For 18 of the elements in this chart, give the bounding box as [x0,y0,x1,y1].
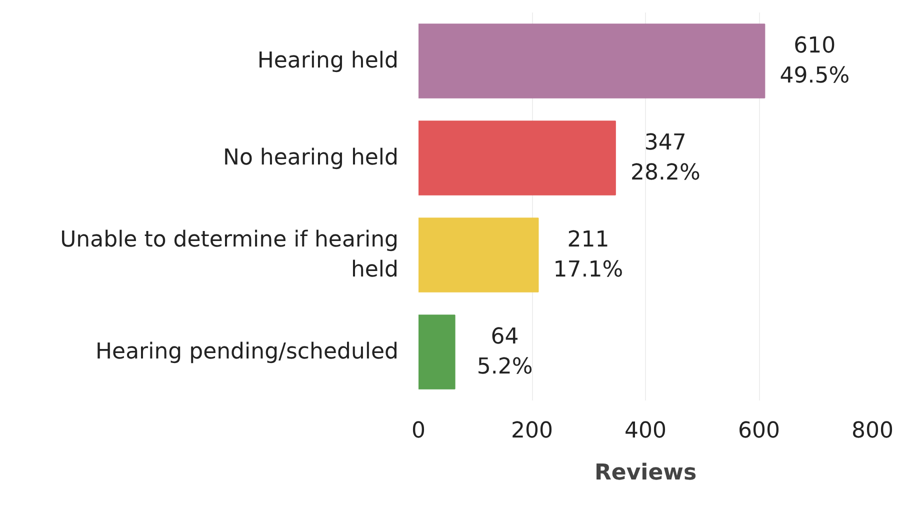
x-tick-label: 0 [412,418,426,444]
bar [418,314,456,390]
data-label: 211 17.1% [553,228,624,282]
y-tick-label: Hearing held [257,48,399,74]
data-label: 347 28.2% [630,130,700,186]
data-label: 610 49.5% [780,34,850,88]
bar [418,24,766,98]
x-tick-label: 800 [852,418,894,444]
y-tick-label: Unable to determine if hearing held [60,228,399,282]
y-tick-label: No hearing held [223,146,398,170]
x-tick-label: 200 [511,418,554,444]
data-label: 64 5.2% [476,324,533,380]
x-tick-label: 600 [738,418,780,444]
x-tick-label: 400 [624,418,667,444]
x-axis-title: Reviews [594,460,697,486]
bar [418,120,616,196]
bar [418,218,539,292]
y-tick-label: Hearing pending/scheduled [95,340,398,364]
